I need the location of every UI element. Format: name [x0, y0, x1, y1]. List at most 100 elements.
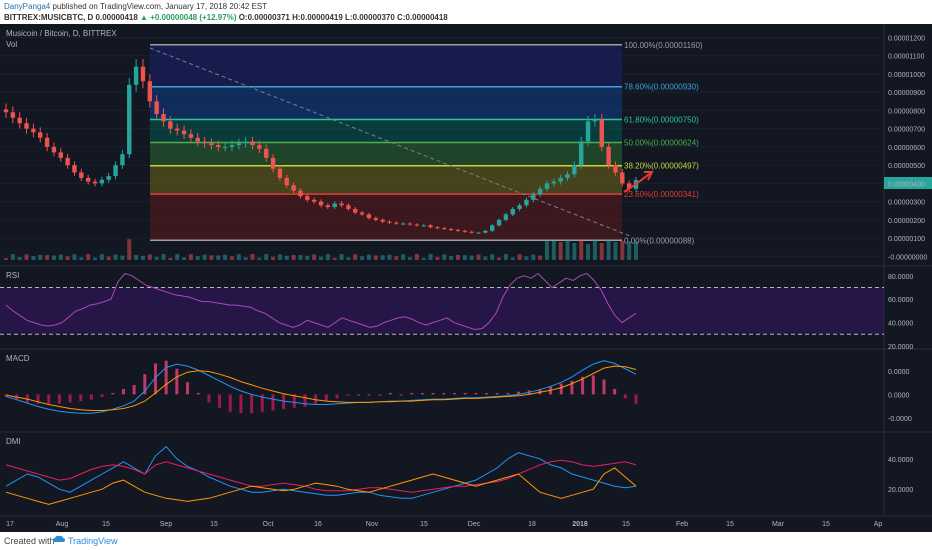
candle-body: [551, 181, 557, 184]
fib-trend-line[interactable]: [149, 47, 631, 237]
macd-histogram-bar: [282, 394, 286, 410]
volume-bar: [209, 255, 214, 260]
fib-level-label: 100.00%(0.00001160): [624, 41, 703, 50]
candle-body: [366, 214, 372, 219]
macd-histogram-bar: [431, 393, 435, 395]
volume-bar: [339, 254, 344, 260]
volume-bar: [551, 240, 556, 260]
time-tick-label: 15: [822, 521, 830, 528]
candle-body: [58, 152, 63, 158]
volume-bar: [332, 257, 337, 260]
candle-body: [311, 199, 317, 202]
volume-bar: [373, 255, 378, 260]
volume-bar: [202, 254, 207, 260]
candle-body: [318, 201, 324, 206]
price-tick-label: 0.00000100: [888, 236, 925, 243]
candle-body: [483, 230, 488, 233]
candle-body: [298, 190, 303, 197]
volume-bar: [86, 254, 91, 260]
time-tick-label: Oct: [263, 521, 274, 528]
candle-body: [127, 84, 132, 155]
tradingview-cloud-icon: [53, 535, 65, 542]
candle-body: [195, 137, 200, 142]
volume-bar: [134, 254, 139, 260]
candle-body: [270, 157, 276, 169]
macd-histogram-bar: [68, 394, 72, 403]
macd-histogram-bar: [25, 394, 29, 403]
dmi-pane[interactable]: [5, 445, 637, 505]
volume-bar: [243, 257, 248, 260]
macd-histogram-bar: [100, 394, 104, 398]
macd-histogram-bar: [218, 394, 222, 408]
price-tick-label: 0.00001000: [888, 72, 925, 79]
volume-bar: [223, 254, 228, 260]
candle-body: [168, 121, 173, 129]
volume-bar: [277, 254, 282, 260]
author-link[interactable]: DanyPanga4: [4, 2, 51, 11]
volume-bar: [79, 257, 84, 260]
candle-body: [305, 196, 310, 200]
macd-histogram-bar: [324, 394, 328, 402]
candle-body: [181, 130, 187, 135]
macd-histogram-bar: [623, 394, 627, 399]
fibonacci-retracement[interactable]: 100.00%(0.00001160) 78.60%(0.00000930) 61.…: [150, 41, 703, 246]
volume-bar: [168, 257, 173, 260]
candle-body: [428, 225, 433, 228]
macd-histogram-bar: [602, 379, 606, 395]
volume-bar: [414, 254, 419, 260]
time-tick-label: Sep: [160, 521, 173, 528]
volume-bar: [346, 257, 351, 260]
volume-bar: [188, 254, 193, 260]
macd-histogram-bar: [36, 394, 40, 404]
candle-body: [572, 165, 577, 175]
fib-level-label: 23.60%(0.00000341): [624, 190, 699, 199]
candle-body: [99, 179, 105, 184]
footer: Created with TradingView: [0, 532, 932, 550]
macd-histogram-bar: [239, 394, 243, 414]
candle-body: [373, 218, 378, 220]
arrow-head: [644, 171, 654, 181]
time-tick-label: 16: [314, 521, 322, 528]
drawn-arrow[interactable]: [623, 171, 653, 193]
fib-zone: [150, 142, 622, 166]
volume-bar: [65, 256, 70, 260]
candle-body: [154, 101, 159, 115]
candle-body: [421, 225, 426, 227]
time-tick-label: Ap: [874, 521, 883, 528]
macd-tick-label: -0.0000: [888, 416, 912, 423]
candle-body: [325, 205, 331, 208]
price-tick-label: 0.00001100: [888, 54, 925, 61]
volume-bar: [250, 254, 255, 260]
rsi-pane[interactable]: [0, 272, 884, 335]
time-tick-label: Aug: [56, 521, 69, 528]
volume-bar: [106, 256, 111, 260]
rsi-band: [0, 287, 884, 335]
chart-area[interactable]: 100.00%(0.00001160) 78.60%(0.00000930) 61.…: [0, 24, 932, 532]
volume-bar: [353, 254, 358, 260]
time-tick-label: Nov: [366, 521, 379, 528]
candle-body: [72, 165, 77, 173]
macd-histogram-bar: [356, 394, 360, 396]
price-tick-label: 0.00000600: [888, 145, 925, 152]
candle-body: [626, 183, 632, 189]
rsi-tick-label: 60.0000: [888, 297, 913, 304]
macd-histogram-bar: [207, 394, 211, 403]
time-tick-label: 15: [420, 521, 428, 528]
volume-bar: [31, 256, 36, 260]
price-tick-label: 0.00000700: [888, 127, 925, 134]
macd-histogram-bar: [485, 393, 489, 395]
candle-body: [44, 137, 50, 147]
chart-canvas[interactable]: 100.00%(0.00001160) 78.60%(0.00000930) 61.…: [0, 24, 932, 532]
volume-bar: [497, 257, 502, 260]
price-tick-label: 0.00000500: [888, 163, 925, 170]
volume-bar: [558, 241, 563, 260]
tradingview-logo-text[interactable]: TradingView: [68, 536, 118, 546]
created-with-text: Created with: [4, 536, 55, 546]
macd-pane[interactable]: [4, 360, 638, 414]
volume-bar: [147, 254, 152, 260]
rsi-tick-label: 40.0000: [888, 321, 913, 328]
candle-body: [489, 225, 495, 231]
volume-bar: [592, 240, 597, 260]
candle-body: [120, 154, 125, 166]
candle-body: [400, 223, 406, 225]
